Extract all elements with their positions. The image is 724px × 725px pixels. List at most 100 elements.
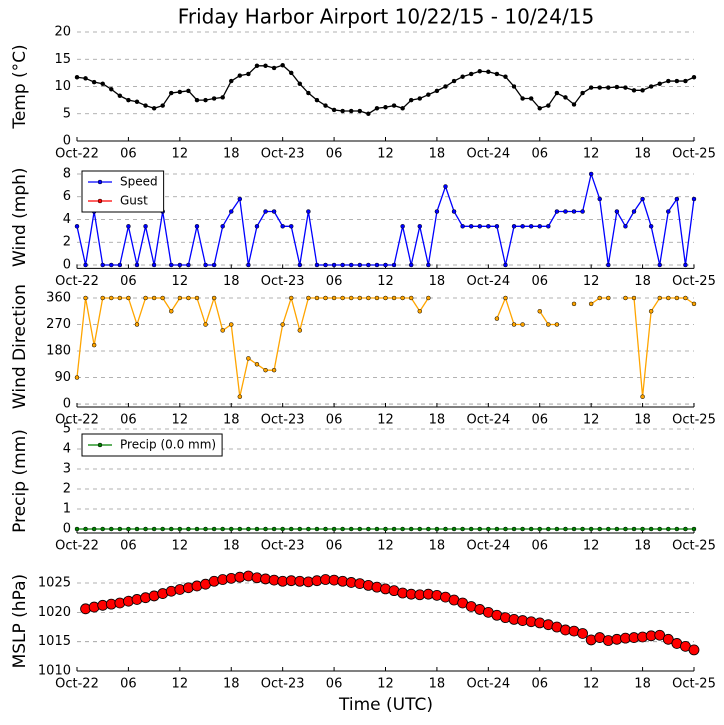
- x-tick-label: Oct-24: [466, 413, 510, 428]
- point: [494, 526, 500, 532]
- point: [674, 78, 680, 84]
- point: [571, 102, 577, 107]
- point: [348, 295, 354, 301]
- point: [571, 209, 577, 214]
- x-tick-label: Oct-22: [55, 147, 99, 162]
- x-tick-label: 06: [531, 677, 548, 692]
- point: [597, 526, 602, 532]
- y-axis-label: Temp (°C): [10, 44, 30, 129]
- point: [597, 85, 602, 90]
- point: [648, 224, 654, 229]
- point: [134, 262, 140, 268]
- point: [74, 526, 80, 532]
- point: [314, 262, 320, 268]
- point: [391, 103, 397, 108]
- point: [254, 526, 260, 532]
- legend-marker: [97, 442, 103, 448]
- series-line: [625, 297, 695, 397]
- x-tick-label: 12: [583, 677, 600, 692]
- x-tick-label: Oct-23: [261, 413, 305, 428]
- point: [426, 262, 431, 268]
- point: [520, 526, 525, 532]
- point: [648, 526, 654, 532]
- x-tick-label: Oct-23: [261, 539, 305, 554]
- point: [588, 301, 594, 307]
- x-tick-label: Oct-24: [466, 147, 510, 162]
- point: [511, 224, 517, 229]
- point: [486, 69, 491, 75]
- point: [271, 65, 277, 71]
- x-tick-label: 18: [634, 147, 651, 162]
- legend-marker: [97, 179, 103, 185]
- point: [554, 90, 560, 96]
- point: [151, 526, 157, 532]
- point: [246, 71, 251, 77]
- point: [571, 301, 577, 307]
- point: [623, 526, 628, 532]
- point: [528, 224, 534, 229]
- point: [271, 209, 277, 214]
- point: [246, 262, 251, 268]
- x-tick-label: 06: [120, 413, 137, 428]
- point: [631, 526, 637, 532]
- point: [229, 209, 234, 214]
- point: [100, 262, 105, 268]
- point: [571, 526, 577, 532]
- x-tick-label: 06: [120, 677, 137, 692]
- x-tick-label: 06: [531, 413, 548, 428]
- chart-title: Friday Harbor Airport 10/22/15 - 10/24/1…: [178, 5, 594, 29]
- x-tick-label: 06: [531, 539, 548, 554]
- point: [434, 88, 440, 94]
- point: [203, 526, 208, 532]
- point: [434, 526, 440, 532]
- point: [408, 97, 414, 103]
- point: [417, 224, 423, 229]
- point: [383, 526, 388, 532]
- point: [203, 262, 208, 268]
- y-axis-label: Wind Direction: [10, 284, 30, 409]
- point: [563, 209, 568, 214]
- point: [177, 526, 183, 532]
- x-tick-label: 12: [583, 539, 600, 554]
- point: [391, 262, 397, 268]
- x-tick-label: 18: [223, 539, 240, 554]
- point: [91, 79, 97, 85]
- point: [554, 322, 560, 327]
- point: [160, 295, 165, 301]
- point: [271, 367, 277, 373]
- point: [640, 394, 645, 399]
- point: [417, 308, 423, 314]
- x-tick-label: 06: [326, 413, 343, 428]
- x-tick-label: 06: [120, 147, 137, 162]
- point: [577, 628, 588, 639]
- point: [494, 316, 500, 321]
- point: [211, 526, 217, 532]
- point: [263, 526, 268, 532]
- y-tick-label: 360: [46, 290, 71, 305]
- point: [280, 526, 285, 532]
- point: [563, 95, 568, 100]
- point: [554, 526, 560, 532]
- legend-box: [81, 170, 165, 213]
- y-tick-label: 1: [63, 502, 71, 517]
- point: [177, 295, 183, 301]
- point: [229, 322, 234, 327]
- x-tick-label: 06: [326, 677, 343, 692]
- point: [117, 262, 123, 268]
- point: [366, 295, 371, 301]
- x-tick-label: Oct-25: [672, 147, 716, 162]
- x-tick-label: Oct-24: [466, 274, 510, 289]
- point: [91, 342, 97, 348]
- point: [169, 308, 174, 314]
- point: [100, 295, 105, 301]
- point: [288, 224, 294, 229]
- point: [91, 526, 97, 532]
- x-tick-label: 12: [377, 274, 394, 289]
- point: [331, 107, 337, 113]
- point: [126, 295, 131, 301]
- point: [340, 262, 345, 268]
- point: [340, 108, 345, 114]
- point: [211, 96, 217, 101]
- point: [348, 108, 354, 114]
- x-tick-label: 12: [172, 147, 189, 162]
